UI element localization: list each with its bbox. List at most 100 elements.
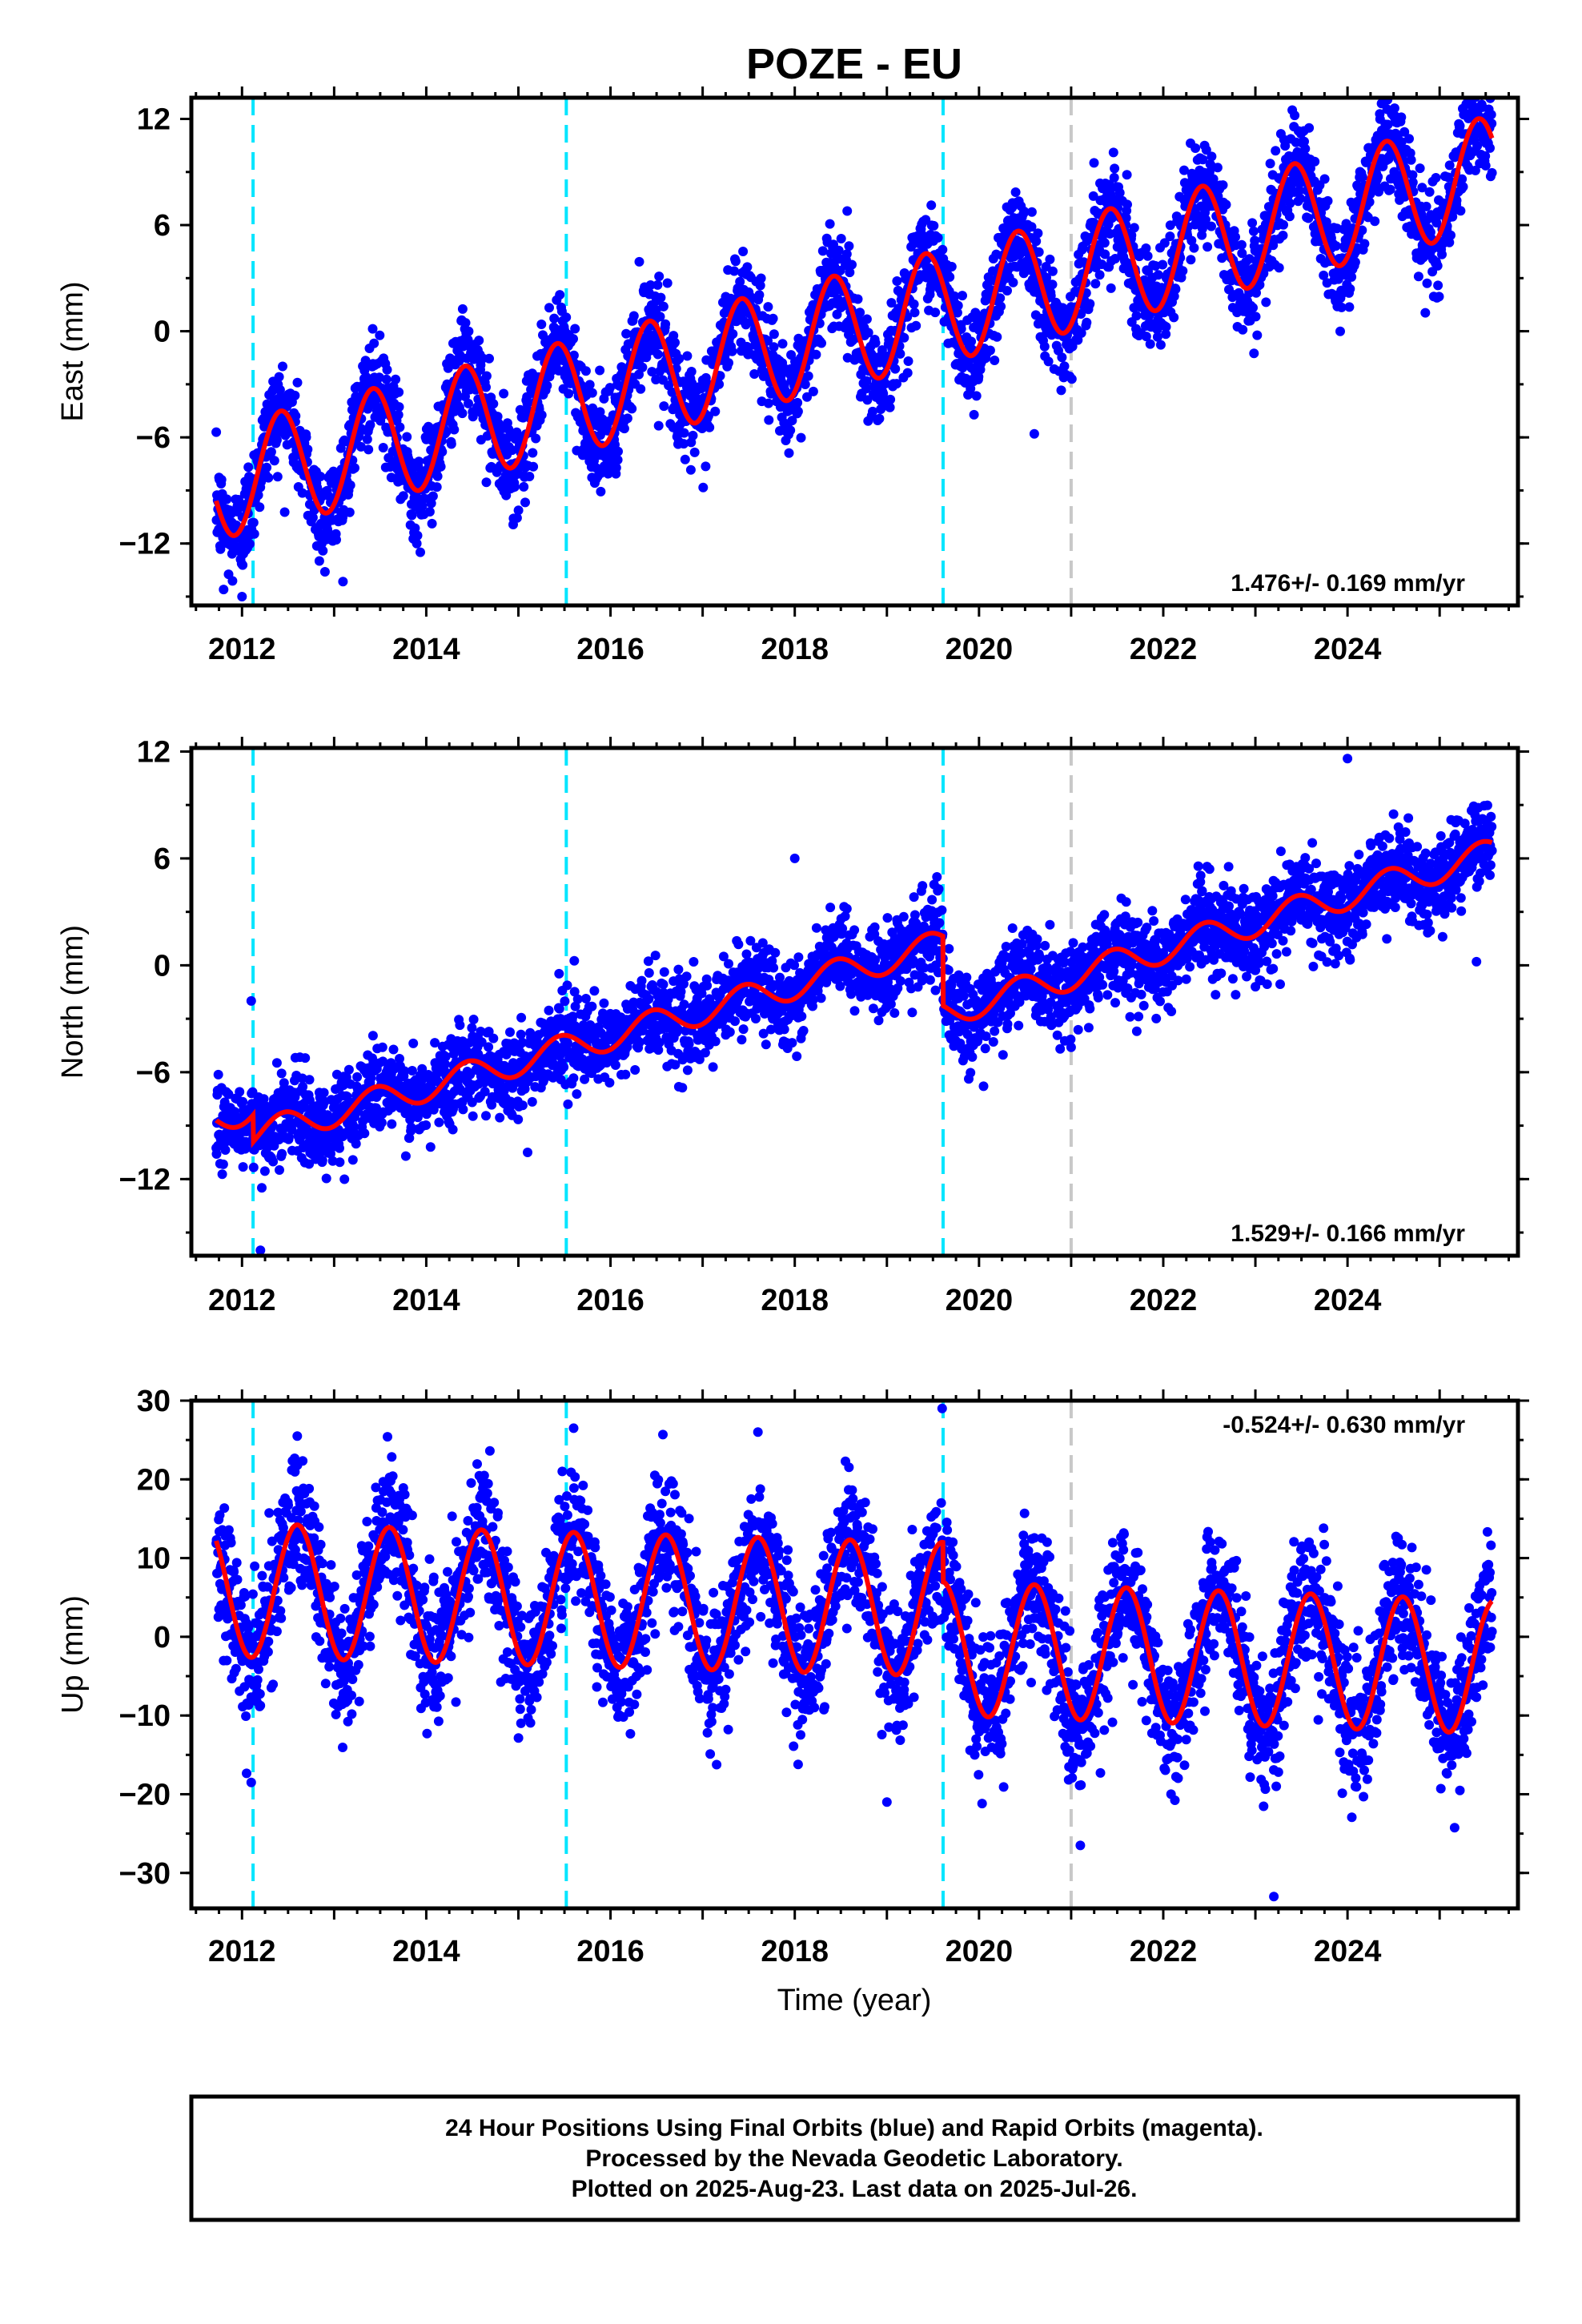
position-point [279, 507, 290, 517]
position-point [1261, 297, 1271, 308]
position-point [484, 353, 494, 364]
position-point [570, 324, 580, 334]
position-point [248, 517, 259, 528]
position-point [1458, 182, 1468, 192]
position-point [1109, 172, 1119, 183]
position-point [369, 338, 379, 348]
position-point [1207, 151, 1217, 162]
position-point [512, 513, 522, 523]
position-point [481, 371, 492, 381]
position-point [291, 411, 301, 421]
position-point [248, 1162, 259, 1172]
position-point [1056, 385, 1066, 396]
position-point [455, 1020, 465, 1031]
position-point [621, 328, 632, 339]
position-point [698, 482, 709, 493]
position-point [237, 592, 247, 601]
x-tick-label: 2014 [392, 633, 460, 666]
position-point [524, 472, 535, 481]
position-point [992, 332, 1002, 342]
position-point [271, 435, 282, 445]
position-point [1310, 156, 1320, 167]
position-point [238, 560, 248, 570]
position-point [1161, 322, 1171, 332]
position-point [599, 998, 609, 1008]
y-tick-label: −6 [136, 421, 171, 455]
position-point [847, 259, 857, 270]
position-point [518, 412, 528, 423]
position-point [1446, 230, 1456, 240]
position-point [604, 383, 615, 393]
position-point [1090, 279, 1101, 289]
position-point [1094, 270, 1105, 280]
position-point [754, 290, 765, 300]
position-point [515, 404, 525, 415]
position-point [969, 409, 979, 420]
position-point [344, 507, 355, 517]
position-point [509, 482, 520, 492]
position-point [870, 338, 881, 348]
position-point [468, 412, 478, 422]
position-point [217, 1169, 227, 1180]
position-point [885, 394, 896, 404]
position-point [787, 416, 797, 426]
position-point [428, 491, 438, 501]
position-point [1415, 163, 1425, 174]
position-point [345, 480, 355, 490]
position-point [507, 445, 517, 456]
position-point [1131, 311, 1142, 321]
position-point [728, 329, 738, 339]
position-point [654, 271, 665, 282]
position-point [572, 1089, 582, 1100]
position-point [996, 301, 1006, 312]
position-point [1421, 201, 1431, 211]
position-point [1248, 226, 1259, 236]
position-point [1480, 151, 1491, 161]
position-point [651, 375, 661, 384]
position-point [990, 356, 1000, 365]
position-point [630, 1065, 640, 1075]
position-point [1158, 259, 1168, 270]
position-point [636, 384, 646, 394]
position-point [445, 353, 456, 364]
position-point [1099, 238, 1110, 248]
position-point [1033, 228, 1043, 239]
position-point [538, 330, 548, 340]
position-point [1323, 195, 1333, 206]
position-point [808, 386, 818, 396]
position-point [262, 462, 272, 472]
position-point [560, 996, 570, 1007]
position-point [563, 1099, 573, 1109]
position-point [505, 1027, 515, 1037]
position-point [516, 1012, 527, 1023]
position-point [256, 476, 267, 487]
position-point [468, 1111, 478, 1121]
position-point [703, 411, 713, 421]
position-point [568, 350, 579, 360]
position-point [350, 463, 359, 473]
position-point [343, 1064, 354, 1075]
position-point [1059, 361, 1070, 372]
position-point [275, 1165, 284, 1175]
position-point [467, 1023, 477, 1033]
position-point [1045, 254, 1055, 264]
position-point [769, 342, 779, 352]
position-point [335, 1143, 344, 1153]
x-tick-label: 2012 [208, 633, 276, 666]
position-point [749, 369, 760, 379]
position-point [1043, 356, 1054, 367]
position-point [755, 280, 765, 291]
position-point [460, 318, 471, 328]
position-point [1031, 236, 1042, 247]
position-point [362, 434, 372, 444]
position-point [495, 1112, 505, 1123]
position-point [391, 374, 401, 384]
position-point [817, 338, 826, 348]
x-tick-label: 2018 [761, 633, 829, 666]
position-point [271, 1058, 282, 1068]
position-point [1212, 163, 1223, 173]
position-point [1110, 163, 1120, 174]
position-point [679, 428, 689, 438]
position-point [414, 456, 424, 467]
position-point [554, 968, 564, 979]
